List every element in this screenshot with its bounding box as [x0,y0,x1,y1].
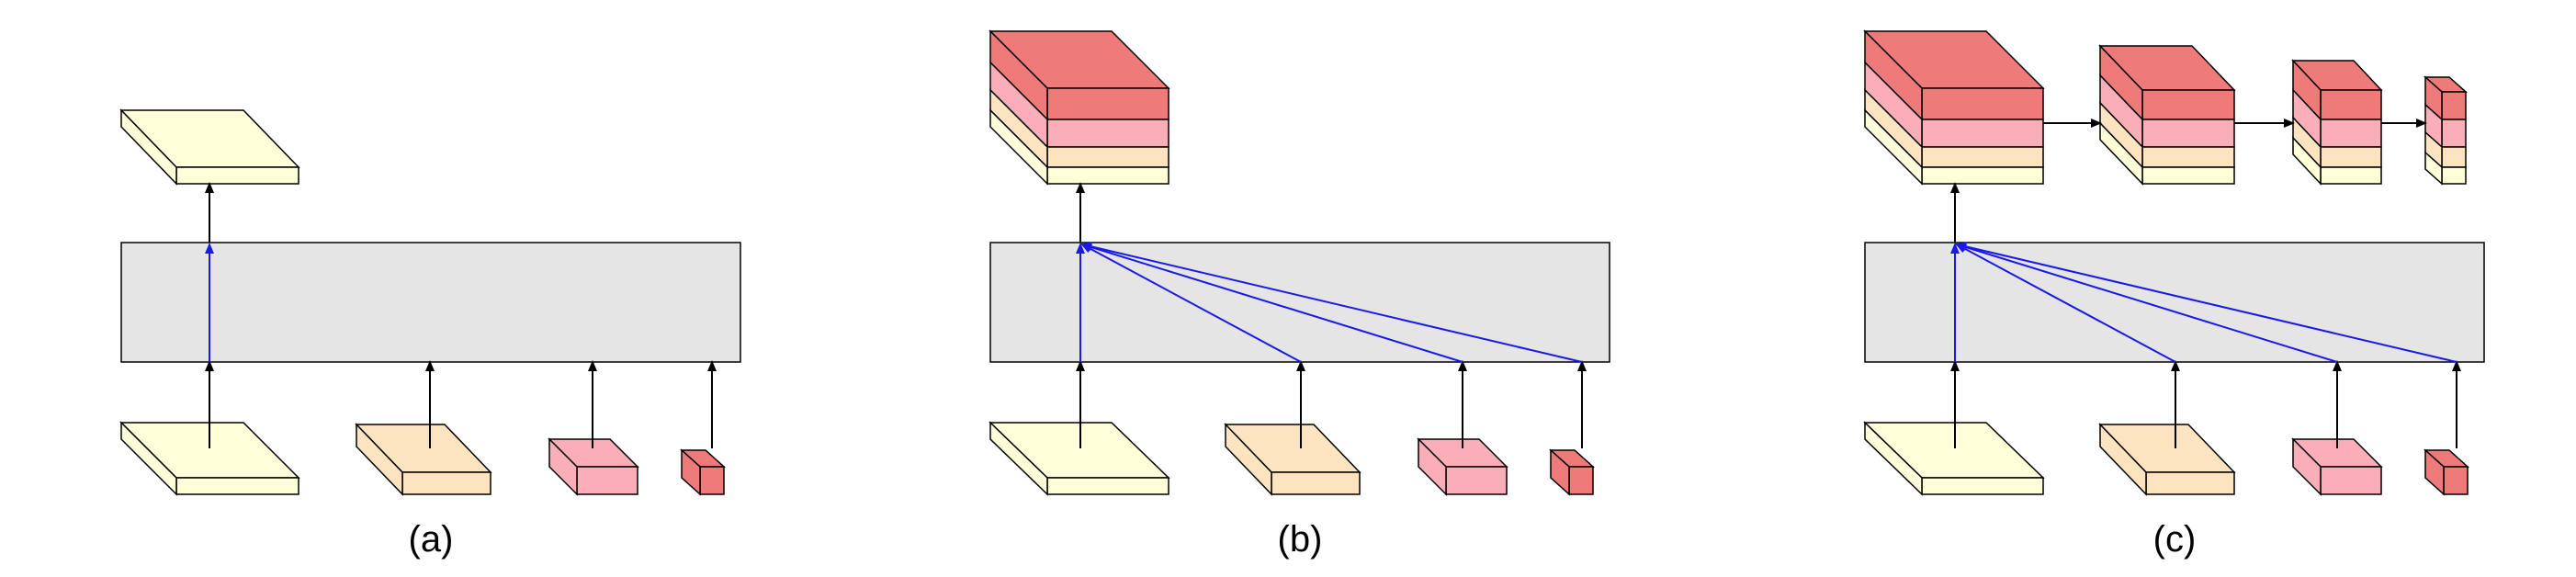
input-feature-b-2 [1224,423,1361,496]
output-stack-c-3 [2291,59,2383,186]
panel-label-b: (b) [1278,519,1323,560]
output-stack-c-2 [2098,44,2236,186]
output-plate-a [119,108,300,186]
input-feature-c-4 [2423,448,2469,496]
output-stack-c-4 [2423,75,2468,186]
input-feature-c-3 [2291,437,2383,496]
input-feature-c-2 [2098,423,2236,496]
arrow-c-inner-4 [1955,242,2457,363]
input-feature-a-2 [355,423,492,496]
output-stack-b [989,29,1170,186]
arrow-c-inner-2 [1955,243,2176,363]
shared-block-c [1864,242,2485,363]
input-feature-b-1 [989,421,1170,496]
input-feature-a-4 [680,448,726,496]
input-feature-b-4 [1549,448,1595,496]
panel-a: (a) [119,108,741,560]
input-feature-c-1 [1863,421,2045,496]
shared-block-a [120,242,741,363]
panel-label-c: (c) [2153,519,2197,560]
arrow-b-inner-3 [1080,243,1463,363]
input-feature-a-3 [548,437,639,496]
panel-c: (c) [1863,29,2485,560]
input-feature-a-1 [119,421,300,496]
panel-label-a: (a) [409,519,454,560]
output-stack-c-1 [1863,29,2045,186]
arrow-b-inner-2 [1080,243,1302,363]
panel-b: (b) [989,29,1610,560]
shared-block-b [989,242,1610,363]
arrow-c-inner-3 [1955,243,2338,363]
arrow-b-inner-4 [1080,242,1583,363]
input-feature-b-3 [1417,437,1508,496]
